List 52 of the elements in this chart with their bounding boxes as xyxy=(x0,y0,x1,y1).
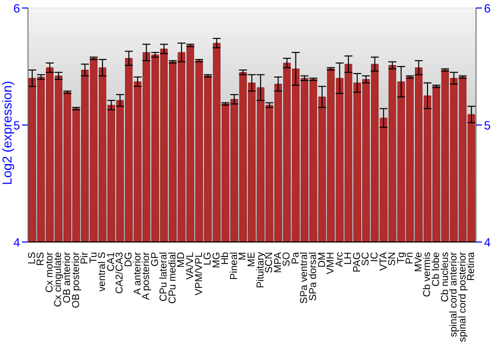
x-tick-label: Arc xyxy=(334,252,346,267)
x-tick-label: A posterior xyxy=(141,251,152,300)
x-tick-label: LH xyxy=(343,252,354,265)
x-tick-label: Pa xyxy=(290,252,302,264)
x-tick-label: VMH xyxy=(326,252,337,274)
x-tick-label: Cx motor xyxy=(44,251,56,293)
x-tick-label: Tu xyxy=(88,252,100,264)
y-axis-title: Log2 (expression) xyxy=(0,80,15,185)
x-tick-label: SC xyxy=(360,252,372,266)
x-tick-label: Cb nucleus xyxy=(440,252,451,302)
x-tick-label: CPu medial xyxy=(167,252,178,304)
x-tick-label: spinal cord anterior xyxy=(448,251,460,338)
x-tick-label: Pir xyxy=(80,251,91,264)
x-tick-label: Pn xyxy=(404,252,416,264)
y2-tick-label: 5 xyxy=(484,118,491,132)
x-tick-label: RS xyxy=(36,252,47,266)
x-tick-label: Cb lobe xyxy=(430,252,442,286)
x-tick-label: SPa dorsal xyxy=(308,252,319,301)
x-tick-label: ME xyxy=(246,252,258,267)
y2-tick-label: 4 xyxy=(484,235,491,250)
x-tick-label: CA1 xyxy=(106,252,117,272)
x-tick-label: VTA xyxy=(378,252,390,271)
x-tick-label: SCN xyxy=(264,252,276,274)
x-tick-label: Pituitary xyxy=(255,252,266,288)
x-tick-label: SO xyxy=(282,252,293,266)
y2-tick-label: 6 xyxy=(484,1,491,16)
x-tick-label: ventral S xyxy=(97,252,108,292)
x-tick-label: PAG xyxy=(352,252,363,272)
x-tick-label: OB posterior xyxy=(70,251,82,308)
x-tick-label: Retina xyxy=(466,252,478,281)
x-tick-label: A anterior xyxy=(132,251,144,295)
x-tick-label: VPM/VPL xyxy=(194,252,205,296)
x-tick-label: SN xyxy=(387,252,398,266)
x-tick-label: DG xyxy=(124,252,135,267)
x-tick-label: IC xyxy=(369,252,380,262)
x-tick-label: M xyxy=(238,252,249,260)
x-tick-label: LS xyxy=(26,252,38,264)
y-tick-label: 5 xyxy=(13,118,20,132)
x-tick-label: MPA xyxy=(272,252,284,273)
x-tick-label: Cx cingulate xyxy=(53,252,64,308)
x-tick-label: Pineal xyxy=(228,252,240,280)
x-tick-label: spinal cord posterior xyxy=(457,251,468,342)
x-tick-label: MVe xyxy=(413,252,424,272)
x-tick-label: DM xyxy=(316,252,328,268)
y-tick-label: 4 xyxy=(13,235,20,250)
x-tick-label: CA2/CA3 xyxy=(114,252,126,294)
x-tick-label: OB anterior xyxy=(62,251,74,304)
x-tick-label: LG xyxy=(202,252,214,266)
y-tick-label: 6 xyxy=(13,1,20,16)
x-tick-label: GP xyxy=(150,252,161,266)
x-tick-label: Hb xyxy=(220,252,232,265)
x-tick-label: Tg xyxy=(396,252,407,264)
